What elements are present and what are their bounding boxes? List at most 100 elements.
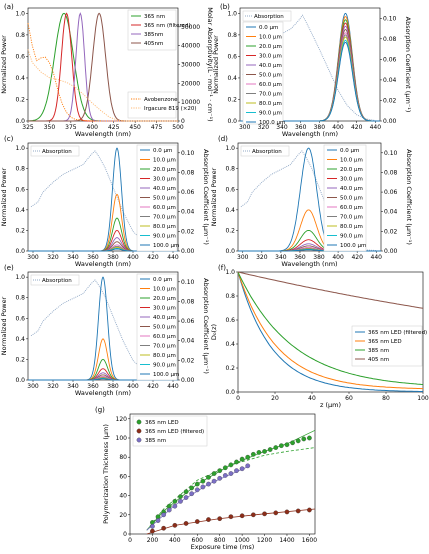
y2-axis-label: Absorption Coefficient (μm⁻¹): [404, 17, 412, 113]
x-axis-label: Wavelength (nm): [75, 130, 131, 138]
y-tick-label: 0.2: [225, 227, 235, 234]
y2-tick-label: 0.04: [384, 209, 398, 216]
y2-tick-label: 10000: [181, 99, 200, 106]
y2-tick-label: 0.00: [383, 118, 397, 125]
y-tick-label: 0.8: [15, 295, 25, 302]
x-axis-label: z (μm): [320, 401, 341, 409]
data-point: [239, 456, 245, 462]
x-tick-label: 400: [127, 254, 139, 261]
legend-label: 40.0 μm: [153, 186, 176, 192]
legend-label: 60.0 μm: [153, 334, 176, 340]
x-tick-label: 380: [107, 254, 119, 261]
y2-tick-label: 0.04: [181, 338, 195, 345]
data-point: [200, 484, 206, 490]
x-tick-label: 340: [67, 254, 79, 261]
legend-label: 60.0 μm: [259, 82, 282, 88]
y-tick-label: 120: [116, 416, 128, 423]
data-point: [189, 491, 195, 497]
y2-tick-label: 0.08: [383, 36, 397, 43]
y2-tick-label: 0.02: [181, 228, 195, 235]
x-tick-label: 1200: [257, 537, 272, 544]
x-tick-label: 20: [271, 395, 279, 402]
y2-tick-label: 0.00: [384, 248, 398, 255]
y2-tick-label: 0.00: [181, 377, 195, 384]
y2-tick-label: 0.08: [181, 169, 195, 176]
panel-label-c: (c): [4, 135, 14, 143]
x-tick-label: 40: [308, 395, 316, 402]
legend-label: 385 nm: [145, 438, 166, 444]
legend-label: 50.0 μm: [153, 196, 176, 202]
legend-label: 30.0 μm: [153, 177, 176, 183]
data-point: [245, 463, 251, 469]
legend-label: 60.0 μm: [340, 205, 363, 211]
legend-label: 90.0 μm: [340, 234, 363, 240]
plot-frame: [237, 271, 424, 393]
x-axis-label: Wavelength (nm): [75, 389, 131, 397]
panel-label-d: (d): [218, 135, 228, 143]
y-tick-label: 0.8: [15, 166, 25, 173]
legend-box: [242, 10, 292, 22]
absorption-legend: Absorption: [242, 10, 292, 22]
legend-label: 90.0 μm: [153, 363, 176, 369]
y-tick-label: 0.0: [225, 248, 235, 255]
y-tick-label: 0.2: [15, 356, 25, 363]
absorption-line: [242, 14, 376, 121]
series-line: [237, 271, 423, 392]
legend-label: 50.0 μm: [259, 73, 282, 79]
x-tick-label: 400: [169, 537, 181, 544]
y-tick-label: 0.2: [227, 96, 237, 103]
x-tick-label: 100: [417, 395, 429, 402]
legend-label: 80.0 μm: [259, 101, 282, 107]
y-tick-label: 0.2: [15, 96, 25, 103]
y2-tick-label: 0.10: [383, 15, 397, 22]
y-axis-label: Normalized Power: [210, 167, 218, 226]
legend-bottom: Avobenzone Irgacure 819 (×20): [127, 91, 197, 119]
data-point: [250, 451, 256, 457]
legend-label: 80.0 μm: [340, 224, 363, 230]
y-tick-label: 0.8: [225, 166, 235, 173]
data-point: [211, 471, 217, 476]
x-tick-label: 420: [147, 254, 159, 261]
data-point: [189, 485, 195, 491]
x-tick-label: 320: [47, 254, 59, 261]
legend-label: 100.0 μm: [259, 120, 285, 126]
data-point: [172, 503, 178, 509]
data-point: [172, 523, 178, 528]
absorption-line: [30, 279, 174, 380]
series-line: [27, 23, 178, 122]
legend-label: 0.0 μm: [340, 148, 359, 154]
legend-label: 0.0 μm: [153, 148, 172, 154]
legend-label: 0.0 μm: [259, 25, 278, 31]
legend-label: 0.0 μm: [153, 277, 172, 283]
x-tick-label: 420: [351, 254, 363, 261]
fit-line-dashed: [146, 447, 316, 531]
data-point: [222, 465, 228, 471]
y-tick-label: 0.6: [225, 317, 235, 324]
y2-tick-label: 0.06: [181, 318, 195, 325]
data-point: [228, 462, 234, 468]
data-point: [239, 513, 245, 519]
y-tick-label: 0.0: [227, 118, 237, 125]
x-tick-label: 320: [47, 383, 59, 390]
y-tick-label: 0.0: [15, 377, 25, 384]
legend-label: 20.0 μm: [340, 167, 363, 173]
legend-label: 385 nm: [368, 348, 389, 354]
legend-label: 365 nm (filtered): [144, 23, 191, 29]
data-point: [284, 509, 290, 515]
legend-label: 40.0 μm: [259, 63, 282, 69]
x-axis-label: Exposure time (ms): [191, 543, 255, 550]
legend-label: 30.0 μm: [340, 177, 363, 183]
x-tick-label: 325: [22, 124, 34, 131]
series-line: [237, 271, 423, 390]
y-tick-label: 0.2: [225, 365, 235, 372]
y2-tick-label: 0.02: [383, 97, 397, 104]
data-point: [290, 440, 295, 446]
y-tick-label: 0.4: [15, 207, 25, 214]
y2-tick-label: 0.08: [181, 298, 195, 305]
y2-tick-label: 30000: [181, 62, 200, 69]
y2-tick-label: 0.02: [181, 357, 195, 364]
legend-label: 365 nm LED: [145, 420, 179, 426]
legend-label: Absorption: [254, 14, 284, 20]
legend-label: 70.0 μm: [340, 215, 363, 221]
x-tick-label: 800: [214, 537, 226, 544]
